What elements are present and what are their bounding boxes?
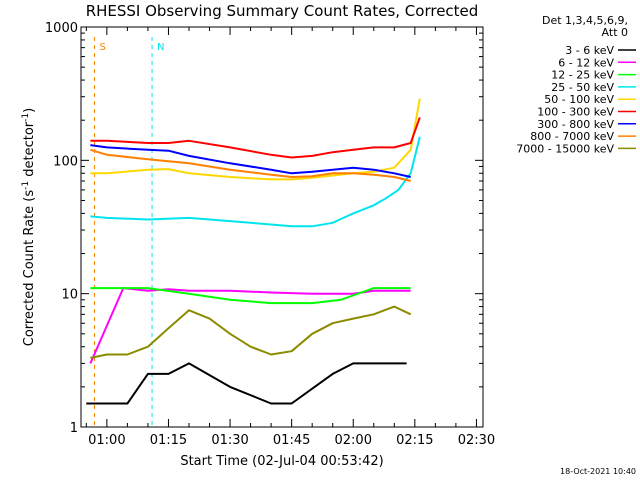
y-tick-label: 1000 — [45, 21, 78, 36]
y-axis-label-end: ) — [22, 108, 37, 113]
legend-label: 7000 - 15000 keV — [516, 142, 614, 155]
y-tick-label: 10 — [61, 288, 78, 303]
y-axis-label: Corrected Count Rate (s-1 detector-1) — [21, 108, 37, 346]
legend-label: 12 - 25 keV — [551, 69, 614, 82]
plot-area — [86, 37, 421, 427]
series-line-2 — [90, 287, 411, 305]
legend-header: Det 1,3,4,5,6,9, — [542, 14, 628, 27]
series-line-4 — [90, 98, 421, 181]
legend-label: 50 - 100 keV — [544, 93, 614, 106]
y-axis-label-sup1: -1 — [21, 181, 31, 190]
x-axis-label: Start Time (02-Jul-04 00:53:42) — [180, 454, 383, 469]
x-tick-label: 02:30 — [458, 433, 495, 448]
legend-header: Att 0 — [602, 26, 628, 39]
x-tick-label: 02:15 — [396, 433, 433, 448]
legend-label: 100 - 300 keV — [537, 106, 614, 119]
x-tick-label: 02:00 — [335, 433, 372, 448]
y-axis-label-mid: detector — [22, 121, 37, 181]
y-tick-label: 1 — [70, 421, 78, 436]
x-tick-label: 01:30 — [211, 433, 248, 448]
plot-frame — [80, 26, 484, 428]
legend-label: 800 - 7000 keV — [530, 130, 614, 143]
series-line-6 — [90, 144, 411, 178]
axes: 1 10 100 1000 01:00 01:15 01:30 01:45 02:00 02:15… — [45, 21, 495, 448]
series-line-5 — [90, 117, 421, 159]
y-axis-label-main: Corrected Count Rate (s — [22, 190, 37, 347]
chart-title: RHESSI Observing Summary Count Rates, Co… — [86, 2, 479, 20]
y-tick-label: 100 — [53, 154, 78, 169]
legend-label: 3 - 6 keV — [565, 44, 614, 57]
legend-label: 25 - 50 keV — [551, 81, 614, 94]
series-line-7 — [90, 148, 411, 182]
legend-label: 300 - 800 keV — [537, 118, 614, 131]
y-axis-label-sup2: -1 — [21, 113, 31, 122]
timestamp: 18-Oct-2021 10:40 — [560, 467, 636, 476]
series-line-3 — [90, 136, 421, 228]
x-tick-label: 01:00 — [88, 433, 125, 448]
series-line-1 — [89, 287, 411, 364]
marker-label-s: S — [100, 42, 106, 53]
x-tick-label: 01:15 — [150, 433, 187, 448]
x-tick-label: 01:45 — [273, 433, 310, 448]
series-line-0 — [86, 362, 407, 405]
marker-label-n: N — [157, 42, 164, 53]
legend-label: 6 - 12 keV — [558, 56, 614, 69]
series-line-8 — [90, 305, 412, 359]
